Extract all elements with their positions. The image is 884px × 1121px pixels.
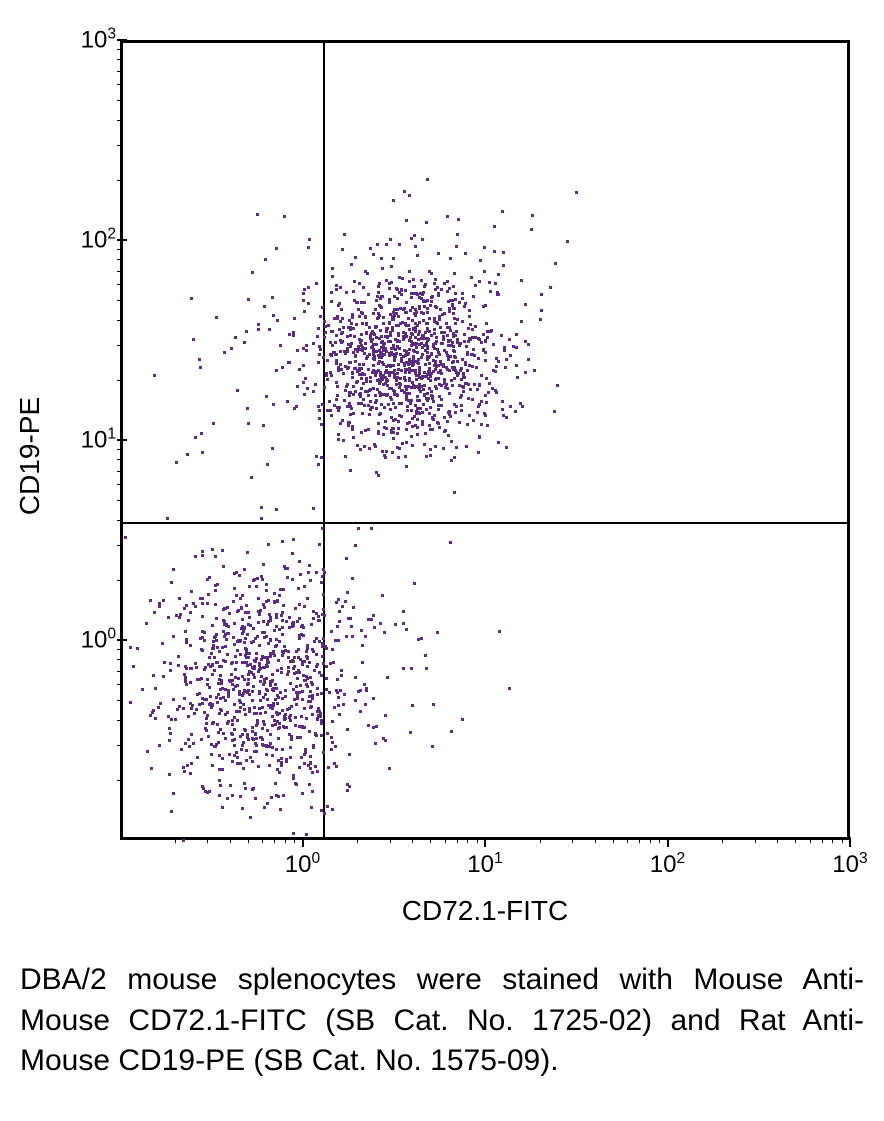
quadrant-vertical-line [323, 43, 325, 837]
scatter-chart: CD19-PE CD72.1-FITC 100101102103 1001011… [20, 20, 864, 940]
x-tick-label: 101 [467, 850, 502, 879]
x-tick-label: 103 [832, 850, 867, 879]
x-axis-label: CD72.1-FITC [120, 895, 850, 927]
x-tick-label: 100 [285, 850, 320, 879]
y-tick-label: 102 [81, 226, 116, 255]
plot-region [120, 40, 850, 840]
figure-container: CD19-PE CD72.1-FITC 100101102103 1001011… [20, 20, 864, 1082]
y-axis-label: CD19-PE [14, 397, 46, 515]
y-tick-label: 100 [81, 626, 116, 655]
quadrant-horizontal-line [123, 522, 847, 524]
y-tick-label: 103 [81, 26, 116, 55]
figure-caption: DBA/2 mouse splenocytes were stained wit… [20, 960, 864, 1082]
y-tick-label: 101 [81, 426, 116, 455]
x-tick-label: 102 [650, 850, 685, 879]
